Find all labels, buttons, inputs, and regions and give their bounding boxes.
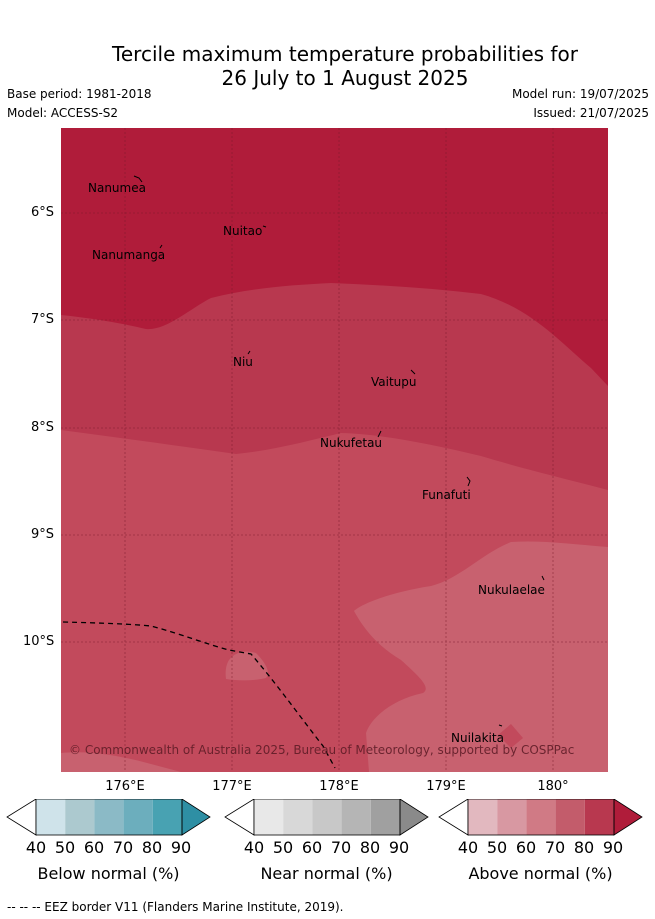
map-title: Tercile maximum temperature probabilitie… — [112, 42, 578, 66]
colorbar-near-label: Near normal (%) — [260, 864, 393, 883]
label-nuilakita: Nuilakita — [451, 731, 504, 745]
above-60-region-east — [354, 541, 608, 772]
island-nanumanga-mark — [159, 244, 163, 249]
cb-above-tick-70: 70 — [544, 838, 566, 857]
island-nuilakita-mark — [498, 724, 503, 727]
cb-above-extend-high — [613, 799, 643, 836]
ytick-10s: 10°S — [23, 634, 55, 649]
cb-above-tick-90: 90 — [602, 838, 624, 857]
cb-above-tick-60: 60 — [515, 838, 537, 857]
above-70-spot — [498, 724, 523, 748]
cb-below-tick-90: 90 — [170, 838, 192, 857]
cb-near-tick-70: 70 — [330, 838, 352, 857]
cb-near-outline — [253, 799, 401, 836]
island-marks — [133, 175, 545, 727]
cb-below-extend-high — [181, 799, 211, 836]
label-nanumea: Nanumea — [88, 181, 146, 195]
cb-below-outline — [35, 799, 183, 836]
cb-below-tick-60: 60 — [83, 838, 105, 857]
cb-above-tick-40: 40 — [457, 838, 479, 857]
cb-near-tick-40: 40 — [243, 838, 265, 857]
island-vaitupu-mark — [410, 369, 416, 375]
cb-above-segment-3 — [526, 799, 556, 835]
cb-near-tick-90: 90 — [388, 838, 410, 857]
cb-near-tick-80: 80 — [359, 838, 381, 857]
island-nukulaelae-mark — [541, 575, 545, 581]
xtick-176e: 176°E — [105, 779, 145, 794]
cb-below-tick-80: 80 — [141, 838, 163, 857]
cb-below-segment-1 — [36, 799, 66, 835]
colorbar-above-label: Above normal (%) — [468, 864, 613, 883]
colorbar-below-segments — [6, 799, 211, 836]
ytick-9s: 9°S — [31, 527, 55, 542]
cb-above-outline — [467, 799, 615, 836]
island-nukufetau-mark — [377, 430, 382, 438]
label-nukufetau: Nukufetau — [320, 436, 382, 450]
cb-above-tick-80: 80 — [573, 838, 595, 857]
island-nuitao-mark — [262, 225, 267, 228]
cb-near-segment-1 — [254, 799, 284, 835]
island-nanumea-mark — [133, 175, 143, 183]
colorbar-near-ticks: 40 50 60 70 80 90 — [239, 838, 419, 858]
colorbar-near-segments — [224, 799, 429, 836]
cb-above-segment-2 — [497, 799, 527, 835]
island-funafuti-mark — [466, 476, 471, 487]
cb-below-tick-40: 40 — [25, 838, 47, 857]
xtick-178e: 178°E — [319, 779, 359, 794]
label-vaitupu: Vaitupu — [371, 375, 417, 389]
xtick-179e: 179°E — [426, 779, 466, 794]
above-60-region-southwest — [61, 752, 181, 772]
island-niu-mark — [247, 350, 251, 355]
label-niu: Niu — [233, 355, 253, 369]
cb-near-extend-low — [224, 799, 255, 836]
above-60-region-islet — [225, 651, 268, 681]
copyright-notice: © Commonwealth of Australia 2025, Bureau… — [69, 743, 574, 757]
cb-below-tick-50: 50 — [54, 838, 76, 857]
cb-above-tick-50: 50 — [486, 838, 508, 857]
cb-below-tick-70: 70 — [112, 838, 134, 857]
cb-below-segment-4 — [123, 799, 153, 835]
colorbar-below-label: Below normal (%) — [37, 864, 180, 883]
colorbar-near-normal — [224, 799, 429, 836]
map-title-dates: 26 July to 1 August 2025 — [221, 66, 469, 90]
cb-below-segment-5 — [152, 799, 182, 835]
label-funafuti: Funafuti — [422, 488, 471, 502]
eez-border — [62, 621, 336, 769]
colorbar-above-normal — [438, 799, 643, 836]
cb-above-segment-5 — [584, 799, 614, 835]
cb-near-segment-4 — [341, 799, 371, 835]
label-nukulaelae: Nukulaelae — [478, 583, 545, 597]
cb-above-extend-low — [438, 799, 469, 836]
cb-near-extend-high — [399, 799, 429, 836]
colorbar-above-segments — [438, 799, 643, 836]
model-run: Model run: 19/07/2025 — [511, 87, 649, 101]
xtick-180: 180° — [537, 779, 569, 794]
cb-below-segment-2 — [65, 799, 95, 835]
base-period: Base period: 1981-2018 — [7, 87, 152, 101]
eez-legend-note: -- -- -- EEZ border V11 (Flanders Marine… — [7, 900, 344, 914]
xtick-177e: 177°E — [212, 779, 252, 794]
cb-near-segment-2 — [283, 799, 313, 835]
cb-near-segment-5 — [370, 799, 400, 835]
cb-near-segment-3 — [312, 799, 342, 835]
model-name: Model: ACCESS-S2 — [7, 106, 119, 120]
label-nuitao: Nuitao — [223, 224, 262, 238]
colorbar-below-ticks: 40 50 60 70 80 90 — [21, 838, 201, 858]
cb-near-tick-50: 50 — [272, 838, 294, 857]
cb-below-segment-3 — [94, 799, 124, 835]
graticule — [61, 128, 608, 772]
colorbar-above-ticks: 40 50 60 70 80 90 — [453, 838, 633, 858]
probability-map: Nanumea Nuitao Nanumanga Niu Vaitupu Nuk… — [61, 128, 608, 772]
ytick-8s: 8°S — [31, 420, 55, 435]
ytick-6s: 6°S — [31, 205, 55, 220]
cb-above-segment-1 — [468, 799, 498, 835]
cb-below-extend-low — [6, 799, 37, 836]
colorbar-below-normal — [6, 799, 211, 836]
label-nanumanga: Nanumanga — [92, 248, 165, 262]
ytick-7s: 7°S — [31, 312, 55, 327]
cb-near-tick-60: 60 — [301, 838, 323, 857]
cb-above-segment-4 — [555, 799, 585, 835]
issued-date: Issued: 21/07/2025 — [533, 106, 649, 120]
